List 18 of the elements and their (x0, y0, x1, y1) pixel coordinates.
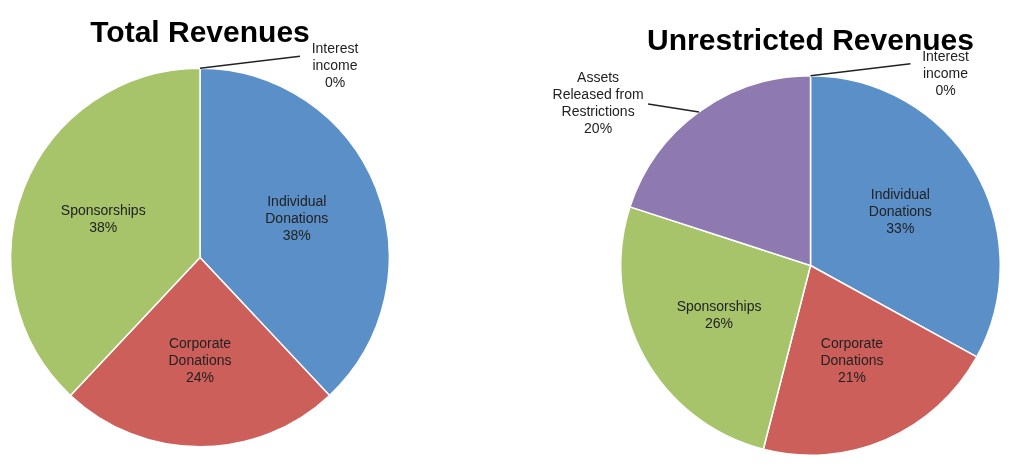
slice-label: Corporate Donations (820, 335, 884, 369)
slice-label: Individual Donations (868, 186, 932, 220)
text: 0% (935, 81, 956, 98)
chart-title: Total Revenues (90, 15, 310, 49)
data-label: 21% (837, 369, 866, 386)
data-label: 26% (705, 315, 734, 332)
data-label: 24% (185, 369, 215, 386)
category-label: Interest income (311, 40, 359, 74)
data-label: 38% (282, 227, 311, 244)
slice-label: Sponsorships (676, 298, 762, 315)
data-label: 20% (584, 120, 613, 137)
data-label: 38% (89, 218, 118, 235)
slice-label: Individual Donations (265, 193, 329, 227)
slice-label: Assets Released from Restrictions (552, 69, 644, 120)
data-label: 33% (886, 220, 915, 237)
text: 0% (324, 74, 346, 91)
slice-label: Sponsorships (60, 201, 146, 218)
slice-label: Corporate Donations (168, 335, 232, 369)
